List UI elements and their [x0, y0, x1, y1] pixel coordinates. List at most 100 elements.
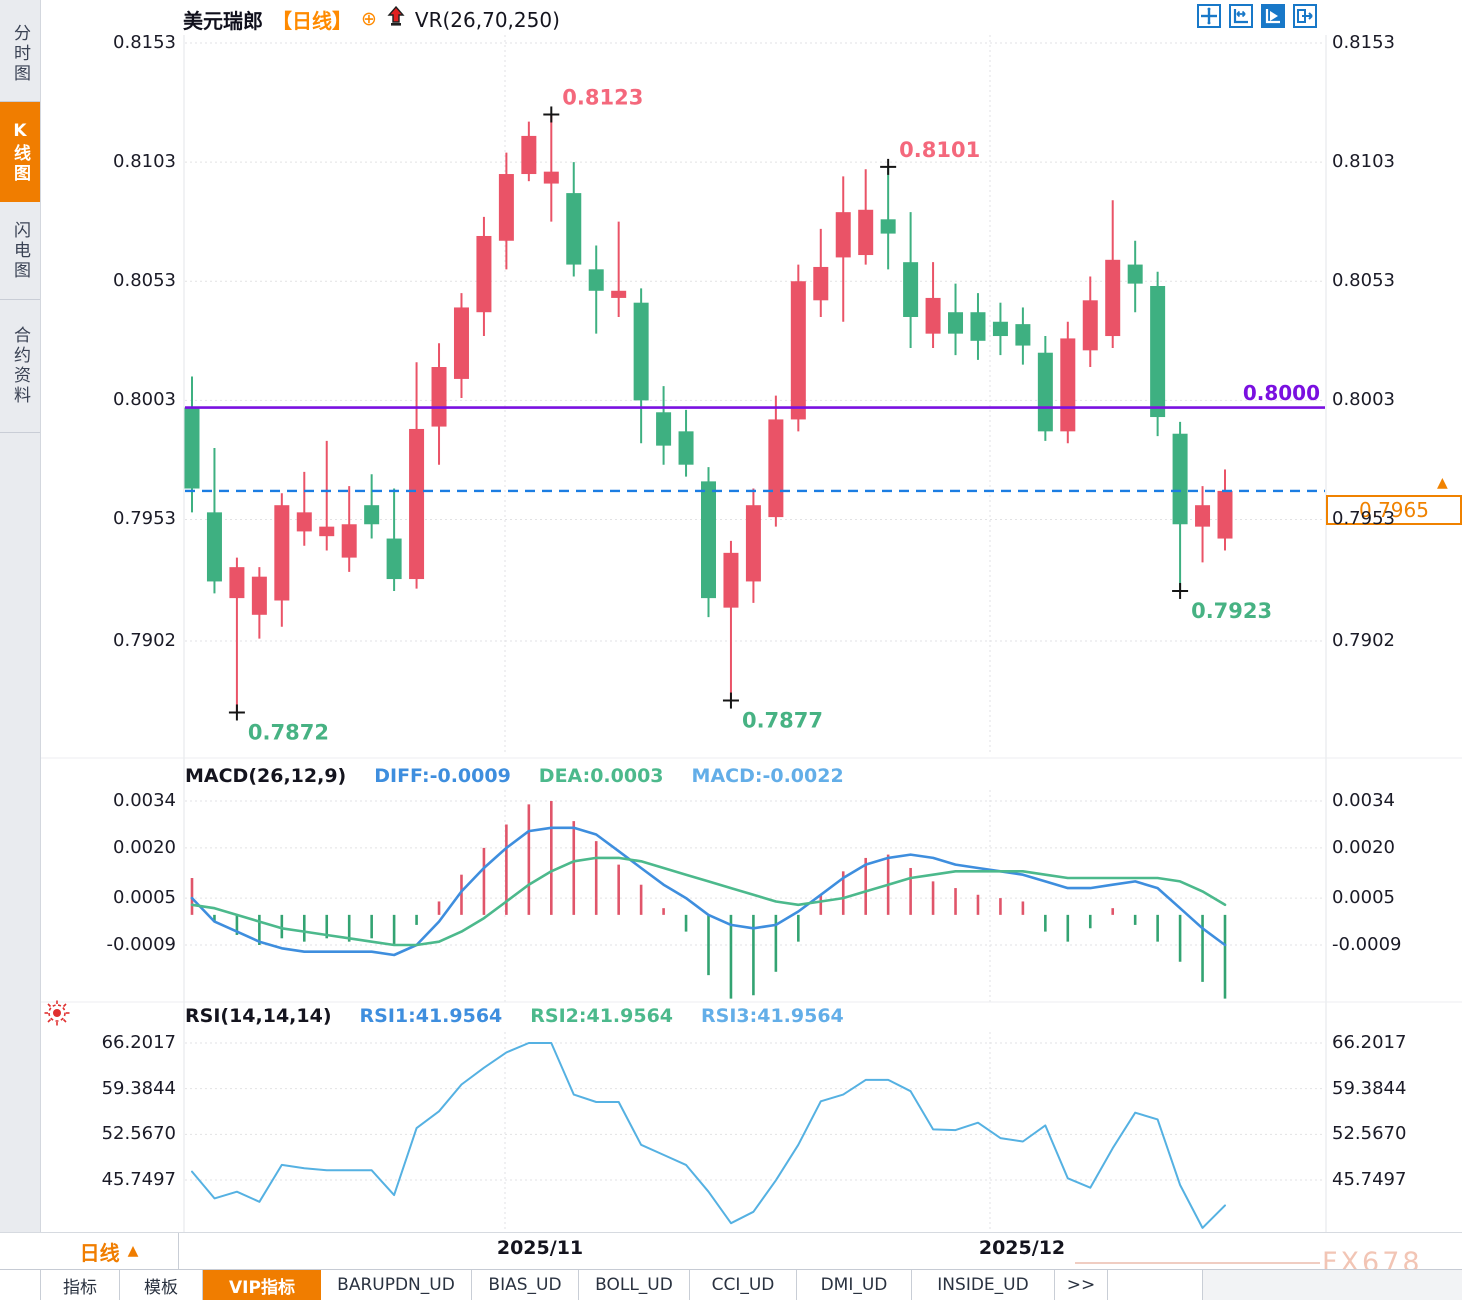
- current-price-badge: 0.7965: [1326, 495, 1462, 525]
- candle-body: [386, 538, 402, 580]
- sidebar-tab-flash[interactable]: 闪电图: [0, 203, 40, 300]
- bottom-tab-more[interactable]: 模板: [120, 1270, 203, 1300]
- candle-body: [858, 209, 874, 256]
- main-y-label-left: 0.8103: [113, 151, 176, 173]
- candle-body: [1195, 505, 1211, 527]
- candle-body: [835, 212, 851, 258]
- candle-body: [768, 419, 784, 518]
- candle-body: [453, 307, 469, 379]
- candle-body: [543, 171, 559, 184]
- main-y-label-left: 0.8003: [113, 389, 176, 411]
- sun-marker-icon[interactable]: [44, 1000, 70, 1026]
- sidebar-tab-timeshare[interactable]: 分时图: [0, 6, 40, 102]
- macd-header: MACD(26,12,9) DIFF:-0.0009 DEA:0.0003 MA…: [185, 765, 844, 787]
- axis-range-icon[interactable]: [1229, 4, 1253, 28]
- indicator-tab-bar: 指标 模板 VIP指标 BARUPDN_UD BIAS_UD BOLL_UD CCI_UD D…: [0, 1269, 1462, 1300]
- macd-y-label-right: -0.0009: [1332, 934, 1402, 955]
- rsi-param: RSI(14,14,14): [185, 1005, 332, 1027]
- bottom-tab-bollud[interactable]: BOLL_UD: [579, 1270, 690, 1300]
- low-price-label: 0.7872: [248, 720, 329, 744]
- period-tag[interactable]: 【日线】: [272, 9, 352, 33]
- high-price-label: 0.8101: [899, 138, 980, 162]
- exit-arrow-icon[interactable]: [1293, 4, 1317, 28]
- candle-body: [588, 269, 604, 291]
- candle-body: [1082, 300, 1098, 351]
- main-y-label-left: 0.8053: [113, 270, 176, 292]
- circled-plus-icon[interactable]: ⊕: [361, 8, 377, 30]
- bottom-tab-dmiud[interactable]: DMI_UD: [797, 1270, 912, 1300]
- horizontal-level-label: 0.8000: [1242, 381, 1320, 405]
- axis-play-icon[interactable]: [1261, 4, 1285, 28]
- candle-body: [521, 135, 537, 175]
- rsi1-value: RSI1:41.9564: [359, 1005, 503, 1027]
- rsi-y-label-right: 59.3844: [1332, 1077, 1407, 1099]
- macd-y-label-right: 0.0005: [1332, 887, 1395, 909]
- period-dropdown-button[interactable]: 日线 ▲: [40, 1233, 179, 1269]
- candle-body: [1060, 338, 1076, 432]
- macd-y-label-left: -0.0009: [106, 934, 176, 955]
- price-up-arrow-icon: ▲: [1437, 475, 1448, 491]
- sidebar-tab-contract[interactable]: 合约资料: [0, 300, 40, 433]
- main-y-label-right: 0.8003: [1332, 389, 1395, 411]
- main-y-label-right: 0.7902: [1332, 630, 1395, 651]
- rsi-line: [191, 1042, 1226, 1229]
- candle-body: [992, 321, 1008, 337]
- chart-toolbar: [1197, 4, 1317, 28]
- candle-body: [656, 412, 672, 446]
- main-y-label-left: 0.7953: [113, 508, 176, 530]
- candle-body: [701, 481, 716, 599]
- bottom-tab-barupdnud[interactable]: BARUPDN_UD: [321, 1270, 472, 1300]
- candle-body: [1015, 324, 1031, 346]
- crosshair-icon[interactable]: [1197, 4, 1221, 28]
- candle-body: [678, 431, 694, 465]
- macd-dea-value: DEA:0.0003: [538, 765, 664, 787]
- rsi-y-label-right: 66.2017: [1332, 1032, 1407, 1053]
- bottom-tab-cciud[interactable]: CCI_UD: [690, 1270, 797, 1300]
- low-price-label: 0.7923: [1191, 599, 1272, 623]
- candle-body: [229, 567, 245, 599]
- candle-body: [903, 262, 919, 317]
- candle-body: [1150, 286, 1166, 418]
- candle-body: [274, 505, 290, 601]
- x-axis-date-1: 2025/11: [496, 1237, 584, 1259]
- candle-body: [1172, 433, 1188, 525]
- macd-macd-value: MACD:-0.0022: [691, 765, 844, 787]
- rsi-y-label-left: 59.3844: [101, 1077, 176, 1099]
- main-y-label-right: 0.7953: [1332, 508, 1395, 530]
- macd-y-label-left: 0.0020: [113, 836, 176, 858]
- candle-body: [476, 235, 492, 313]
- candle-body: [319, 526, 335, 537]
- candle-body: [970, 312, 986, 341]
- candle-body: [1037, 352, 1053, 432]
- candle-body: [813, 266, 829, 301]
- candle-body: [364, 505, 380, 525]
- rsi-header: RSI(14,14,14) RSI1:41.9564 RSI2:41.9564 …: [185, 1005, 844, 1027]
- high-price-label: 0.8123: [562, 85, 643, 109]
- candle-body: [745, 505, 761, 582]
- main-y-label-right: 0.8103: [1332, 151, 1395, 173]
- main-y-label-left: 0.8153: [113, 32, 176, 53]
- rsi-y-label-right: 52.5670: [1332, 1123, 1407, 1145]
- bottom-tab-more[interactable]: 指标: [41, 1270, 120, 1300]
- candle-body: [1127, 264, 1143, 284]
- candle-body: [633, 302, 649, 401]
- sidebar-tab-kline[interactable]: K线图: [0, 102, 40, 202]
- x-axis-row: [0, 1232, 1462, 1270]
- tabbar-spacer: [0, 1270, 41, 1300]
- main-y-label-right: 0.8053: [1332, 270, 1395, 292]
- main-y-label-left: 0.7902: [113, 630, 176, 651]
- rsi-y-label-left: 45.7497: [101, 1169, 176, 1190]
- candle-body: [723, 552, 739, 608]
- bottom-tab-insideud[interactable]: INSIDE_UD: [912, 1270, 1055, 1300]
- rsi-y-label-left: 52.5670: [101, 1123, 176, 1145]
- macd-param: MACD(26,12,9): [185, 765, 347, 787]
- macd-diff-line: [190, 826, 1227, 957]
- bottom-tab-biasud[interactable]: BIAS_UD: [472, 1270, 579, 1300]
- rsi-y-label-left: 66.2017: [101, 1032, 176, 1053]
- low-price-label: 0.7877: [742, 709, 823, 733]
- bottom-tab-more[interactable]: >>: [1055, 1270, 1108, 1300]
- candle-body: [409, 428, 425, 580]
- bottom-tab-vip[interactable]: VIP指标: [203, 1270, 321, 1300]
- candle-body: [206, 512, 222, 582]
